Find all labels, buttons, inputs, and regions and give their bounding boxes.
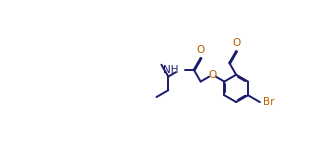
Text: O: O bbox=[208, 70, 216, 80]
Text: O: O bbox=[196, 45, 205, 55]
Text: Br: Br bbox=[263, 97, 275, 107]
Text: NH: NH bbox=[163, 65, 179, 75]
Text: O: O bbox=[232, 38, 240, 48]
